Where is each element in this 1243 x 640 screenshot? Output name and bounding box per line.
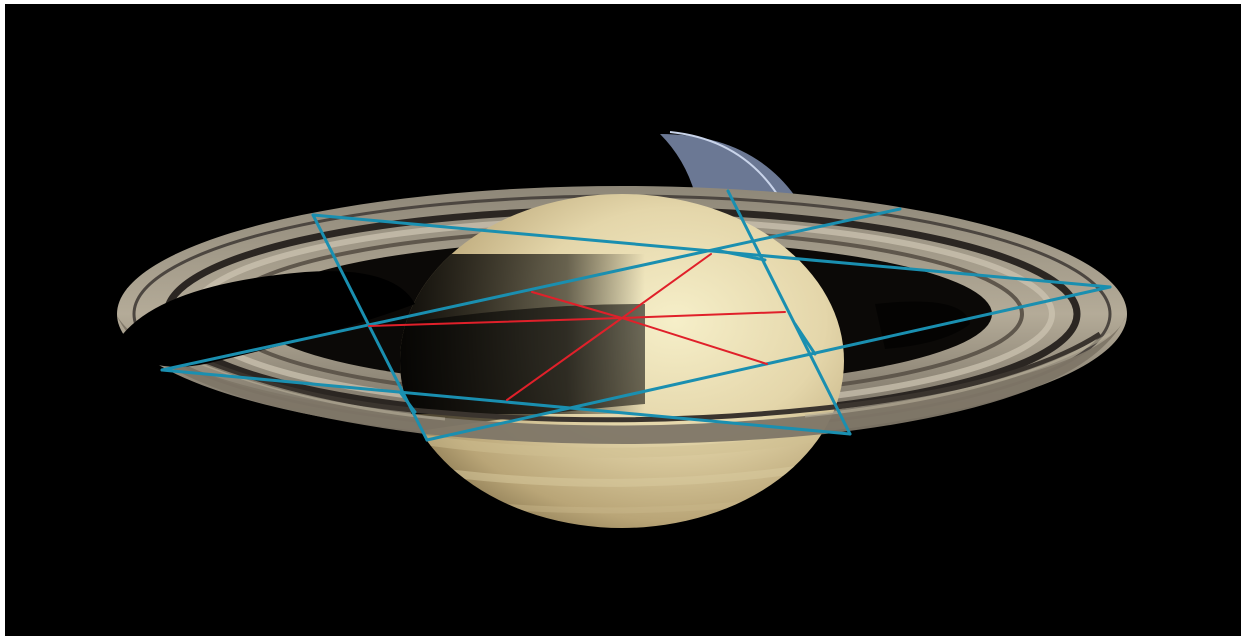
red-line [621,317,768,365]
cyan-line [713,248,767,262]
red-overlay-lines [368,253,786,401]
saturn-svg [5,4,1241,636]
red-line [531,291,623,319]
cyan-line [398,390,417,414]
planet-limb-top [660,134,795,196]
red-line [368,317,623,327]
red-line [506,317,623,401]
red-line [621,311,786,319]
cyan-line [425,285,1112,442]
planet-shadow-on-rings [123,271,415,367]
saturn-image [5,4,1241,636]
cyan-line [793,322,817,356]
cyan-line [160,368,852,436]
red-line [621,253,712,319]
cyan-line [726,189,852,436]
cyan-line [160,207,902,372]
cyan-overlay-lines [160,189,1112,442]
